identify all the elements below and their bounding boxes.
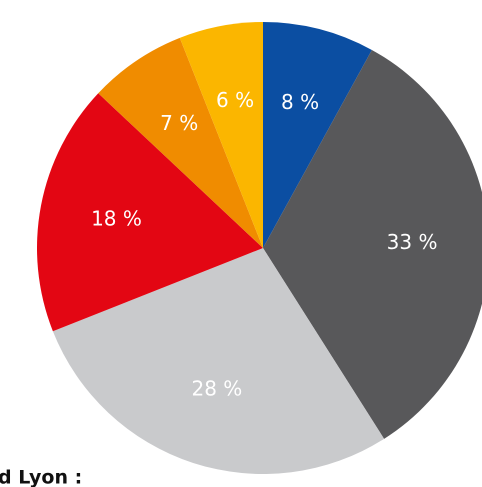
footer-text: d Lyon : (0, 467, 82, 487)
slice-label: 8 % (281, 90, 319, 114)
pie-slice (179, 22, 263, 248)
pie-slice (37, 93, 263, 332)
slice-label: 7 % (160, 111, 198, 135)
pie-slice (98, 37, 264, 248)
pie-slice (263, 22, 372, 248)
pie-slice (263, 49, 482, 439)
pie: 8 % 33 % 28 % 18 % 7 % 6 % (37, 22, 482, 475)
slice-label: 33 % (387, 230, 438, 254)
pie-slice (52, 248, 385, 475)
slice-label: 18 % (91, 207, 142, 231)
slice-label: 28 % (192, 376, 243, 400)
slice-label: 6 % (216, 88, 254, 112)
